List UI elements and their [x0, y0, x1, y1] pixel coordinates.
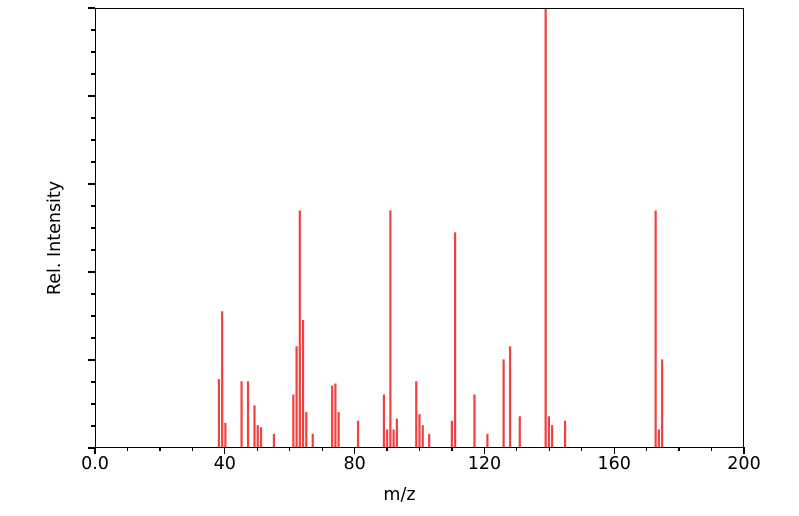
- y-tick-minor: [91, 249, 95, 251]
- y-tick-major: [88, 7, 95, 9]
- y-tick-minor: [91, 29, 95, 31]
- x-tick-minor: [256, 447, 258, 451]
- x-tick-major: [743, 447, 745, 454]
- y-tick-minor: [91, 403, 95, 405]
- x-tick-label: 160: [597, 454, 631, 474]
- x-axis-label: m/z: [383, 485, 416, 505]
- x-tick-minor: [321, 447, 323, 451]
- y-tick-minor: [91, 73, 95, 75]
- x-tick-minor: [191, 447, 193, 451]
- y-tick-major: [88, 447, 95, 449]
- y-tick-minor: [91, 227, 95, 229]
- y-tick-minor: [91, 205, 95, 207]
- y-tick-minor: [91, 139, 95, 141]
- y-tick-minor: [91, 315, 95, 317]
- x-tick-major: [483, 447, 486, 454]
- y-tick-major: [88, 271, 95, 273]
- y-tick-minor: [91, 117, 95, 119]
- x-tick-minor: [710, 447, 713, 451]
- x-tick-minor: [386, 447, 388, 451]
- x-tick-minor: [418, 447, 421, 451]
- x-tick-label: 120: [467, 454, 502, 474]
- x-tick-major: [613, 447, 615, 454]
- y-tick-minor: [91, 293, 95, 295]
- y-tick-major: [88, 183, 95, 185]
- x-tick-label: 40: [213, 454, 236, 474]
- y-axis: 0.020406080100: [0, 0, 95, 516]
- x-tick-label: 0.0: [81, 454, 109, 474]
- y-tick-minor: [91, 161, 95, 163]
- x-tick-minor: [581, 447, 583, 451]
- x-tick-major: [94, 447, 96, 454]
- x-tick-minor: [646, 447, 648, 451]
- x-tick-minor: [159, 447, 161, 451]
- x-tick-minor: [548, 447, 550, 451]
- x-tick-label: 200: [727, 454, 761, 474]
- x-tick-minor: [451, 447, 453, 451]
- x-tick-minor: [516, 447, 518, 451]
- x-tick-major: [353, 447, 356, 454]
- y-tick-major: [88, 359, 95, 361]
- plot-area: [95, 8, 744, 448]
- x-tick-minor: [678, 447, 680, 451]
- y-tick-major: [88, 95, 95, 97]
- y-tick-minor: [91, 51, 95, 53]
- x-tick-label: 80: [343, 454, 366, 474]
- spectrum-peaks: [96, 9, 743, 447]
- x-tick-minor: [126, 447, 129, 451]
- y-tick-minor: [91, 381, 95, 383]
- x-tick-minor: [289, 447, 291, 451]
- y-tick-minor: [91, 337, 95, 339]
- y-tick-minor: [91, 425, 95, 427]
- x-tick-major: [224, 447, 226, 454]
